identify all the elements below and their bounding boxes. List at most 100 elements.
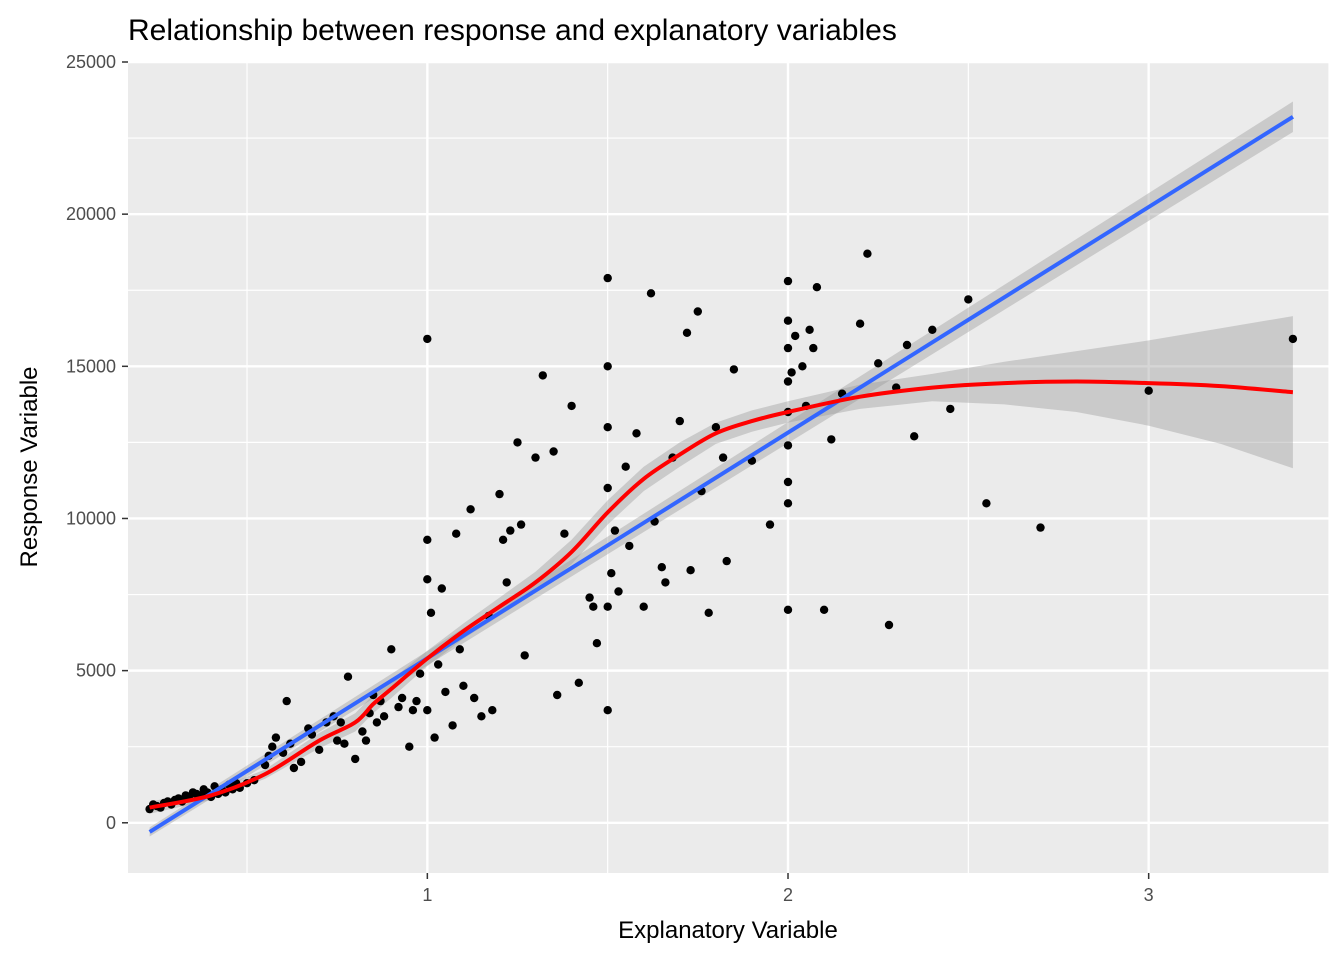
y-tick-label: 5000 <box>76 661 116 681</box>
data-point <box>639 602 648 611</box>
data-point <box>296 757 306 767</box>
y-tick-label: 25000 <box>66 52 116 72</box>
data-point <box>693 307 702 316</box>
data-point <box>686 566 695 575</box>
grid-lines <box>128 60 1330 873</box>
data-point <box>625 541 634 551</box>
y-tick-label: 20000 <box>66 204 116 224</box>
smooth-fit-confidence-band <box>149 316 1293 814</box>
data-point <box>783 316 793 325</box>
smooth-fit-band <box>149 316 1293 814</box>
data-point <box>603 706 612 715</box>
data-point <box>946 404 955 414</box>
data-point <box>603 362 612 371</box>
data-point <box>448 721 457 730</box>
smooth-fit-line <box>149 379 1294 810</box>
data-point <box>289 763 299 773</box>
data-point <box>603 273 612 283</box>
data-point <box>405 742 414 751</box>
data-point <box>827 435 836 444</box>
data-point <box>553 690 562 700</box>
data-point <box>513 438 522 447</box>
data-point <box>682 328 692 337</box>
data-point <box>910 432 919 441</box>
data-point <box>632 429 641 438</box>
data-point <box>459 681 468 690</box>
data-point <box>441 687 450 697</box>
y-tick-label: 10000 <box>66 508 116 528</box>
data-point <box>343 672 353 681</box>
data-point <box>657 563 666 572</box>
data-point <box>361 736 371 745</box>
data-point <box>1144 386 1153 395</box>
data-point <box>423 706 432 715</box>
data-point <box>408 706 418 715</box>
data-point <box>358 727 367 736</box>
data-point <box>809 343 818 353</box>
x-tick-label: 2 <box>783 885 793 905</box>
data-point <box>506 526 515 535</box>
data-point <box>426 608 436 617</box>
data-point <box>268 742 277 751</box>
data-point <box>589 602 598 611</box>
data-point <box>430 733 439 742</box>
data-point <box>791 331 800 341</box>
y-tick-label: 0 <box>106 813 116 833</box>
data-point <box>423 535 432 544</box>
data-point <box>783 377 793 386</box>
data-point <box>333 736 342 745</box>
data-point <box>607 569 616 578</box>
y-axis: 0 5000 10000 15000 20000 25000 <box>66 52 128 833</box>
data-point <box>592 639 602 648</box>
data-point <box>415 669 425 678</box>
data-point <box>711 423 721 432</box>
data-point <box>455 645 464 654</box>
data-point <box>902 340 912 350</box>
data-point <box>704 608 713 617</box>
data-point <box>516 520 526 529</box>
data-point <box>437 584 446 593</box>
x-axis: 1 2 3 <box>422 873 1154 905</box>
data-point <box>798 362 807 371</box>
data-point <box>614 587 623 596</box>
data-point <box>610 526 620 535</box>
data-point <box>470 693 479 703</box>
y-tick-label: 15000 <box>66 356 116 376</box>
data-point <box>787 368 796 377</box>
data-point <box>397 693 407 703</box>
data-point <box>574 678 583 687</box>
data-point <box>884 620 894 630</box>
data-point <box>1036 523 1045 532</box>
data-point <box>819 605 829 614</box>
data-point <box>675 416 684 426</box>
data-point <box>549 447 558 456</box>
data-point <box>488 706 497 715</box>
y-axis-title: Response Variable <box>16 366 43 567</box>
data-point <box>315 745 324 754</box>
data-point <box>783 441 793 450</box>
data-point <box>351 754 360 764</box>
data-point <box>783 605 793 614</box>
data-point <box>603 423 612 432</box>
data-point <box>340 739 349 748</box>
data-point <box>765 520 775 529</box>
data-point <box>372 718 382 727</box>
data-point <box>394 702 403 712</box>
data-point <box>502 578 511 587</box>
data-point <box>336 718 345 727</box>
x-axis-title: Explanatory Variable <box>618 917 838 944</box>
data-point <box>603 483 612 493</box>
data-point <box>805 325 814 334</box>
linear-fit-line <box>148 115 1294 834</box>
data-point <box>412 696 421 706</box>
data-point <box>477 712 486 721</box>
data-point <box>603 602 612 611</box>
data-point <box>863 249 872 258</box>
fit-lines <box>148 115 1294 834</box>
data-point <box>466 505 475 514</box>
data-point <box>855 319 865 328</box>
data-point <box>718 453 728 462</box>
data-point <box>964 295 973 304</box>
data-point <box>661 578 670 587</box>
data-point <box>452 529 461 538</box>
